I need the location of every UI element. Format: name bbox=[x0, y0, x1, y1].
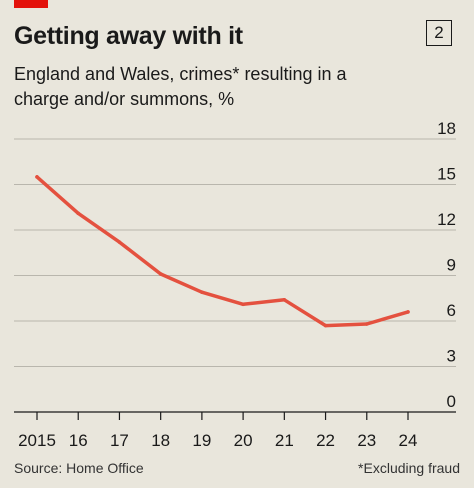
x-tick-label: 19 bbox=[192, 431, 211, 450]
data-point bbox=[76, 211, 81, 216]
y-tick-label: 15 bbox=[437, 165, 456, 184]
footnote: *Excluding fraud bbox=[358, 460, 460, 476]
chart-title: Getting away with it bbox=[14, 22, 243, 50]
chart-subtitle: England and Wales, crimes* resulting in … bbox=[14, 64, 347, 109]
x-tick-label: 21 bbox=[275, 431, 294, 450]
x-tick-label: 23 bbox=[357, 431, 376, 450]
x-tick-label: 2015 bbox=[18, 431, 56, 450]
data-point bbox=[282, 297, 287, 302]
x-tick-label: 17 bbox=[110, 431, 129, 450]
data-point bbox=[323, 323, 328, 328]
series-line bbox=[35, 175, 410, 328]
y-tick-label: 6 bbox=[447, 301, 456, 320]
y-tick-label: 18 bbox=[437, 119, 456, 138]
x-tick-label: 22 bbox=[316, 431, 335, 450]
data-point bbox=[158, 272, 163, 276]
y-tick-label: 3 bbox=[447, 347, 456, 366]
data-point bbox=[35, 175, 39, 179]
x-tick-label: 16 bbox=[69, 431, 88, 450]
data-point bbox=[406, 310, 410, 314]
data-point bbox=[200, 290, 204, 294]
brand-tag bbox=[14, 0, 48, 8]
chart-number-badge: 2 bbox=[426, 20, 452, 46]
data-point bbox=[364, 322, 369, 326]
x-tick-label: 18 bbox=[151, 431, 170, 450]
y-tick-label: 12 bbox=[437, 210, 456, 229]
data-point bbox=[117, 240, 122, 244]
x-tick-label: 20 bbox=[234, 431, 253, 450]
y-tick-label: 9 bbox=[447, 256, 456, 275]
x-tick-label: 24 bbox=[399, 431, 418, 450]
source-note: Source: Home Office bbox=[14, 460, 144, 476]
data-point bbox=[241, 302, 245, 307]
y-tick-label: 0 bbox=[447, 392, 456, 411]
